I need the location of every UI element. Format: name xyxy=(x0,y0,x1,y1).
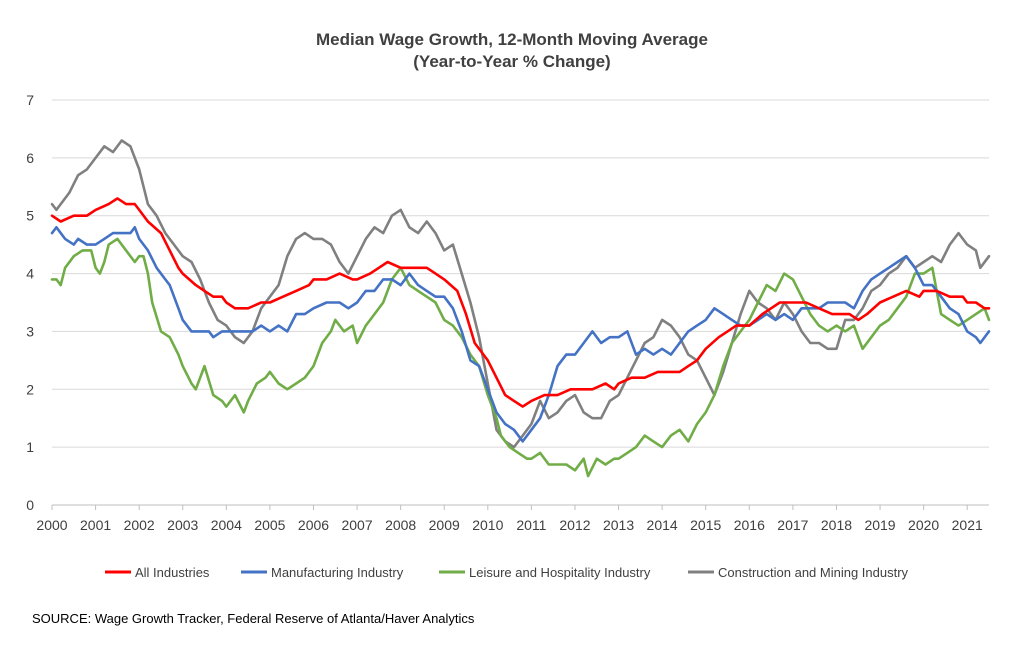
x-tick-label: 2000 xyxy=(36,517,67,533)
y-tick-label: 1 xyxy=(26,439,34,455)
x-tick-label: 2007 xyxy=(341,517,372,533)
x-tick-label: 2019 xyxy=(864,517,895,533)
x-tick-label: 2018 xyxy=(821,517,852,533)
y-tick-label: 7 xyxy=(26,92,34,108)
x-tick-label: 2006 xyxy=(298,517,329,533)
legend-label: Construction and Mining Industry xyxy=(718,565,909,580)
x-tick-label: 2017 xyxy=(777,517,808,533)
x-tick-label: 2020 xyxy=(908,517,939,533)
y-tick-label: 0 xyxy=(26,497,34,513)
y-tick-label: 6 xyxy=(26,150,34,166)
series-line-all-industries xyxy=(50,197,991,408)
x-tick-label: 2004 xyxy=(211,517,242,533)
legend-label: All Industries xyxy=(135,565,210,580)
x-tick-label: 2015 xyxy=(690,517,721,533)
y-tick-label: 3 xyxy=(26,323,34,339)
chart-subtitle: (Year-to-Year % Change) xyxy=(413,52,611,71)
y-tick-label: 2 xyxy=(26,381,34,397)
series-lines xyxy=(50,139,991,478)
chart-title: Median Wage Growth, 12-Month Moving Aver… xyxy=(316,30,708,49)
legend: All Industries Manufacturing Industry Leis… xyxy=(105,565,909,580)
x-tick-label: 2008 xyxy=(385,517,416,533)
x-tick-label: 2002 xyxy=(124,517,155,533)
legend-label: Leisure and Hospitality Industry xyxy=(469,565,651,580)
x-tick-label: 2021 xyxy=(952,517,983,533)
x-tick-label: 2016 xyxy=(734,517,765,533)
axes: 0 1 2 3 4 5 6 7 2000 2001 2002 2003 2004 2005 2006 2007… xyxy=(26,92,989,533)
x-tick-label: 2003 xyxy=(167,517,198,533)
x-tick-label: 2011 xyxy=(516,517,546,533)
x-tick-label: 2001 xyxy=(80,517,111,533)
x-tick-label: 2013 xyxy=(603,517,634,533)
x-tick-label: 2010 xyxy=(472,517,503,533)
gridlines xyxy=(52,99,989,448)
x-tick-label: 2009 xyxy=(429,517,460,533)
x-tick-label: 2005 xyxy=(254,517,285,533)
legend-label: Manufacturing Industry xyxy=(271,565,404,580)
y-tick-label: 4 xyxy=(26,266,34,282)
y-tick-label: 5 xyxy=(26,208,34,224)
series-line-manufacturing-industry xyxy=(50,226,991,443)
series-line-leisure-and-hospitality-industry xyxy=(50,237,991,478)
x-tick-label: 2014 xyxy=(647,517,678,533)
x-tick-label: 2012 xyxy=(559,517,590,533)
source-note: SOURCE: Wage Growth Tracker, Federal Res… xyxy=(32,611,475,626)
series-line-construction-and-mining-industry xyxy=(50,139,991,449)
